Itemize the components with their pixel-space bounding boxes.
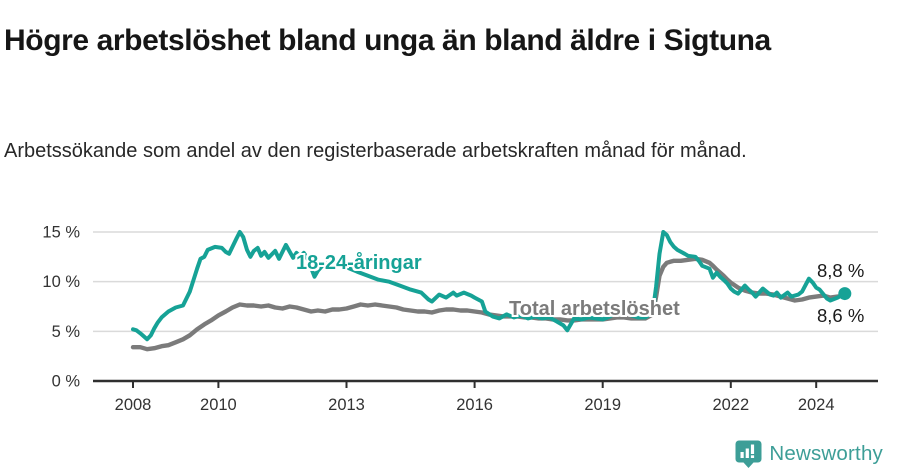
newsworthy-brand-name: Newsworthy bbox=[769, 442, 883, 465]
svg-text:15 %: 15 % bbox=[42, 223, 80, 241]
end-value-18-24: 8,8 % bbox=[817, 260, 865, 281]
svg-text:5 %: 5 % bbox=[52, 323, 81, 341]
end-value-total: 8,6 % bbox=[817, 305, 865, 326]
page-title: Högre arbetslöshet bland unga än bland ä… bbox=[4, 24, 771, 58]
svg-text:10 %: 10 % bbox=[42, 273, 80, 291]
page-subtitle: Arbetssökande som andel av den registerb… bbox=[4, 140, 747, 162]
svg-text:2024: 2024 bbox=[798, 396, 835, 414]
svg-text:0 %: 0 % bbox=[52, 373, 81, 391]
svg-text:2010: 2010 bbox=[200, 396, 237, 414]
newsworthy-logo: Newsworthy bbox=[735, 440, 883, 468]
series-label-18-24: 18-24-åringar bbox=[296, 252, 422, 274]
newsworthy-logo-icon bbox=[735, 440, 762, 468]
series-label-total: Total arbetslöshet bbox=[509, 298, 680, 320]
svg-text:2022: 2022 bbox=[712, 396, 749, 414]
svg-text:2013: 2013 bbox=[328, 396, 365, 414]
svg-text:2016: 2016 bbox=[456, 396, 493, 414]
svg-text:2008: 2008 bbox=[115, 396, 152, 414]
svg-text:2019: 2019 bbox=[584, 396, 621, 414]
